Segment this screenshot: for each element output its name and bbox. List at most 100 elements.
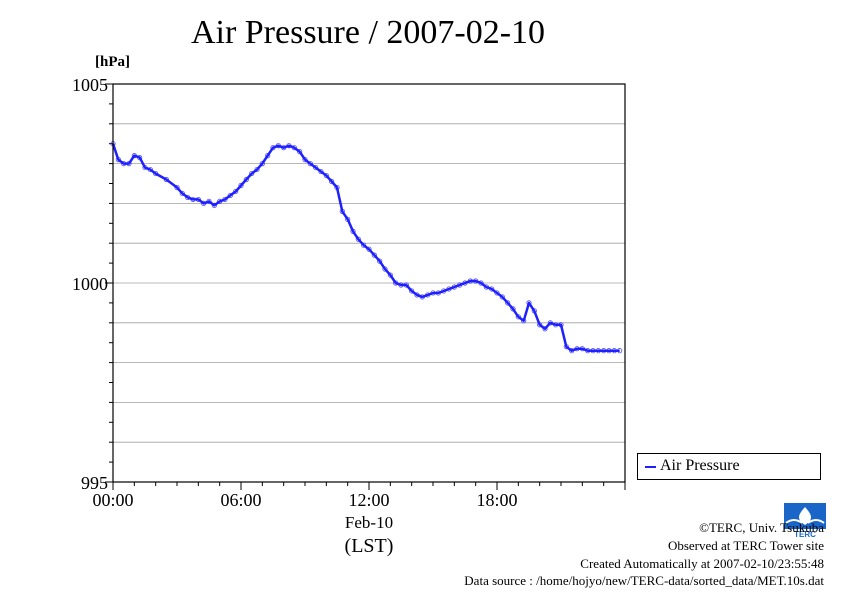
- data-point: [142, 164, 148, 171]
- axis-ticks: [105, 83, 626, 490]
- x-tick-label: 18:00: [476, 490, 517, 510]
- data-point: [291, 145, 297, 151]
- data-point: [147, 166, 153, 173]
- chart-title: Air Pressure / 2007-02-10: [190, 14, 546, 51]
- data-point: [126, 161, 132, 167]
- data-point: [398, 282, 404, 288]
- data-point: [467, 278, 473, 284]
- grid-lines: [113, 123, 625, 443]
- data-point: [371, 252, 377, 258]
- data-point: [307, 161, 313, 167]
- data-point: [323, 172, 329, 179]
- data-point: [494, 290, 500, 296]
- data-point: [350, 228, 356, 234]
- data-point: [153, 170, 159, 177]
- data-point: [563, 344, 569, 350]
- data-point: [478, 280, 484, 286]
- x-tick-labels: 00:00 06:00 12:00 18:00: [92, 490, 517, 510]
- data-point: [601, 348, 607, 354]
- data-point: [403, 282, 409, 288]
- data-point: [174, 184, 180, 191]
- data-point: [606, 348, 612, 354]
- data-point: [227, 192, 233, 199]
- data-point: [131, 153, 137, 159]
- data-point: [435, 290, 441, 296]
- data-point: [281, 145, 287, 151]
- data-point: [531, 308, 537, 314]
- data-point: [515, 314, 521, 320]
- data-point: [243, 176, 249, 183]
- data-point: [115, 157, 121, 163]
- data-point: [265, 153, 271, 159]
- y-tick-label: 1000: [72, 274, 108, 294]
- data-point: [489, 286, 495, 292]
- footer-copyright: ©TERC, Univ. Tsukuba: [699, 520, 824, 535]
- data-point: [499, 294, 505, 300]
- data-point: [419, 294, 425, 300]
- data-point: [377, 258, 383, 264]
- data-point: [393, 280, 399, 286]
- data-point: [553, 322, 559, 328]
- x-tick-label: 06:00: [220, 490, 261, 510]
- data-point: [302, 157, 308, 163]
- y-tick-labels: 995 1000 1005: [72, 75, 108, 493]
- data-point: [611, 348, 617, 354]
- data-point: [190, 196, 196, 203]
- data-point: [217, 198, 223, 205]
- data-point: [179, 190, 185, 197]
- data-point: [451, 284, 457, 290]
- series-air-pressure: [110, 141, 623, 354]
- data-point: [334, 184, 340, 191]
- y-tick-label: 1005: [72, 75, 108, 95]
- data-point: [542, 326, 548, 332]
- data-point: [339, 208, 345, 214]
- data-point: [569, 348, 575, 354]
- footer-created: Created Automatically at 2007-02-10/23:5…: [580, 556, 824, 571]
- data-point: [382, 266, 388, 272]
- data-point: [510, 306, 516, 312]
- data-point: [259, 161, 265, 167]
- legend-label: Air Pressure: [660, 457, 740, 474]
- data-point: [558, 322, 564, 328]
- data-point: [206, 198, 212, 205]
- y-axis-unit-label: [hPa]: [95, 54, 130, 70]
- footer-source: Data source : /home/hojyo/new/TERC-data/…: [464, 573, 824, 588]
- data-point: [521, 318, 527, 324]
- footer-observed: Observed at TERC Tower site: [667, 538, 824, 553]
- data-point: [505, 300, 511, 306]
- data-point: [329, 178, 335, 185]
- data-point: [163, 176, 169, 183]
- data-point: [345, 216, 351, 222]
- data-point: [446, 286, 452, 292]
- data-point: [361, 242, 367, 248]
- data-point: [121, 161, 127, 167]
- data-point: [201, 200, 207, 206]
- series-line: [111, 143, 620, 352]
- data-point: [473, 278, 479, 284]
- data-point: [355, 236, 361, 242]
- data-point: [441, 288, 447, 294]
- data-point: [233, 188, 239, 195]
- x-tick-label: 00:00: [92, 490, 133, 510]
- data-point: [297, 149, 303, 155]
- data-point: [585, 348, 591, 354]
- logo-text: TERC: [794, 530, 816, 539]
- data-point: [318, 168, 324, 175]
- data-point: [137, 155, 143, 161]
- x-axis-label: Feb-10: [345, 513, 393, 532]
- data-point: [462, 280, 468, 286]
- data-point: [249, 170, 255, 177]
- data-point: [387, 272, 393, 278]
- terc-logo: TERC: [784, 503, 826, 539]
- data-point: [537, 322, 543, 328]
- data-point: [574, 346, 580, 352]
- data-point: [238, 182, 244, 189]
- x-tick-label: 12:00: [348, 490, 389, 510]
- data-point: [313, 164, 319, 171]
- y-tick-label: 995: [81, 473, 108, 493]
- x-axis-note: (LST): [345, 535, 394, 557]
- data-point: [425, 292, 431, 298]
- data-point: [185, 194, 191, 201]
- data-point: [483, 284, 489, 290]
